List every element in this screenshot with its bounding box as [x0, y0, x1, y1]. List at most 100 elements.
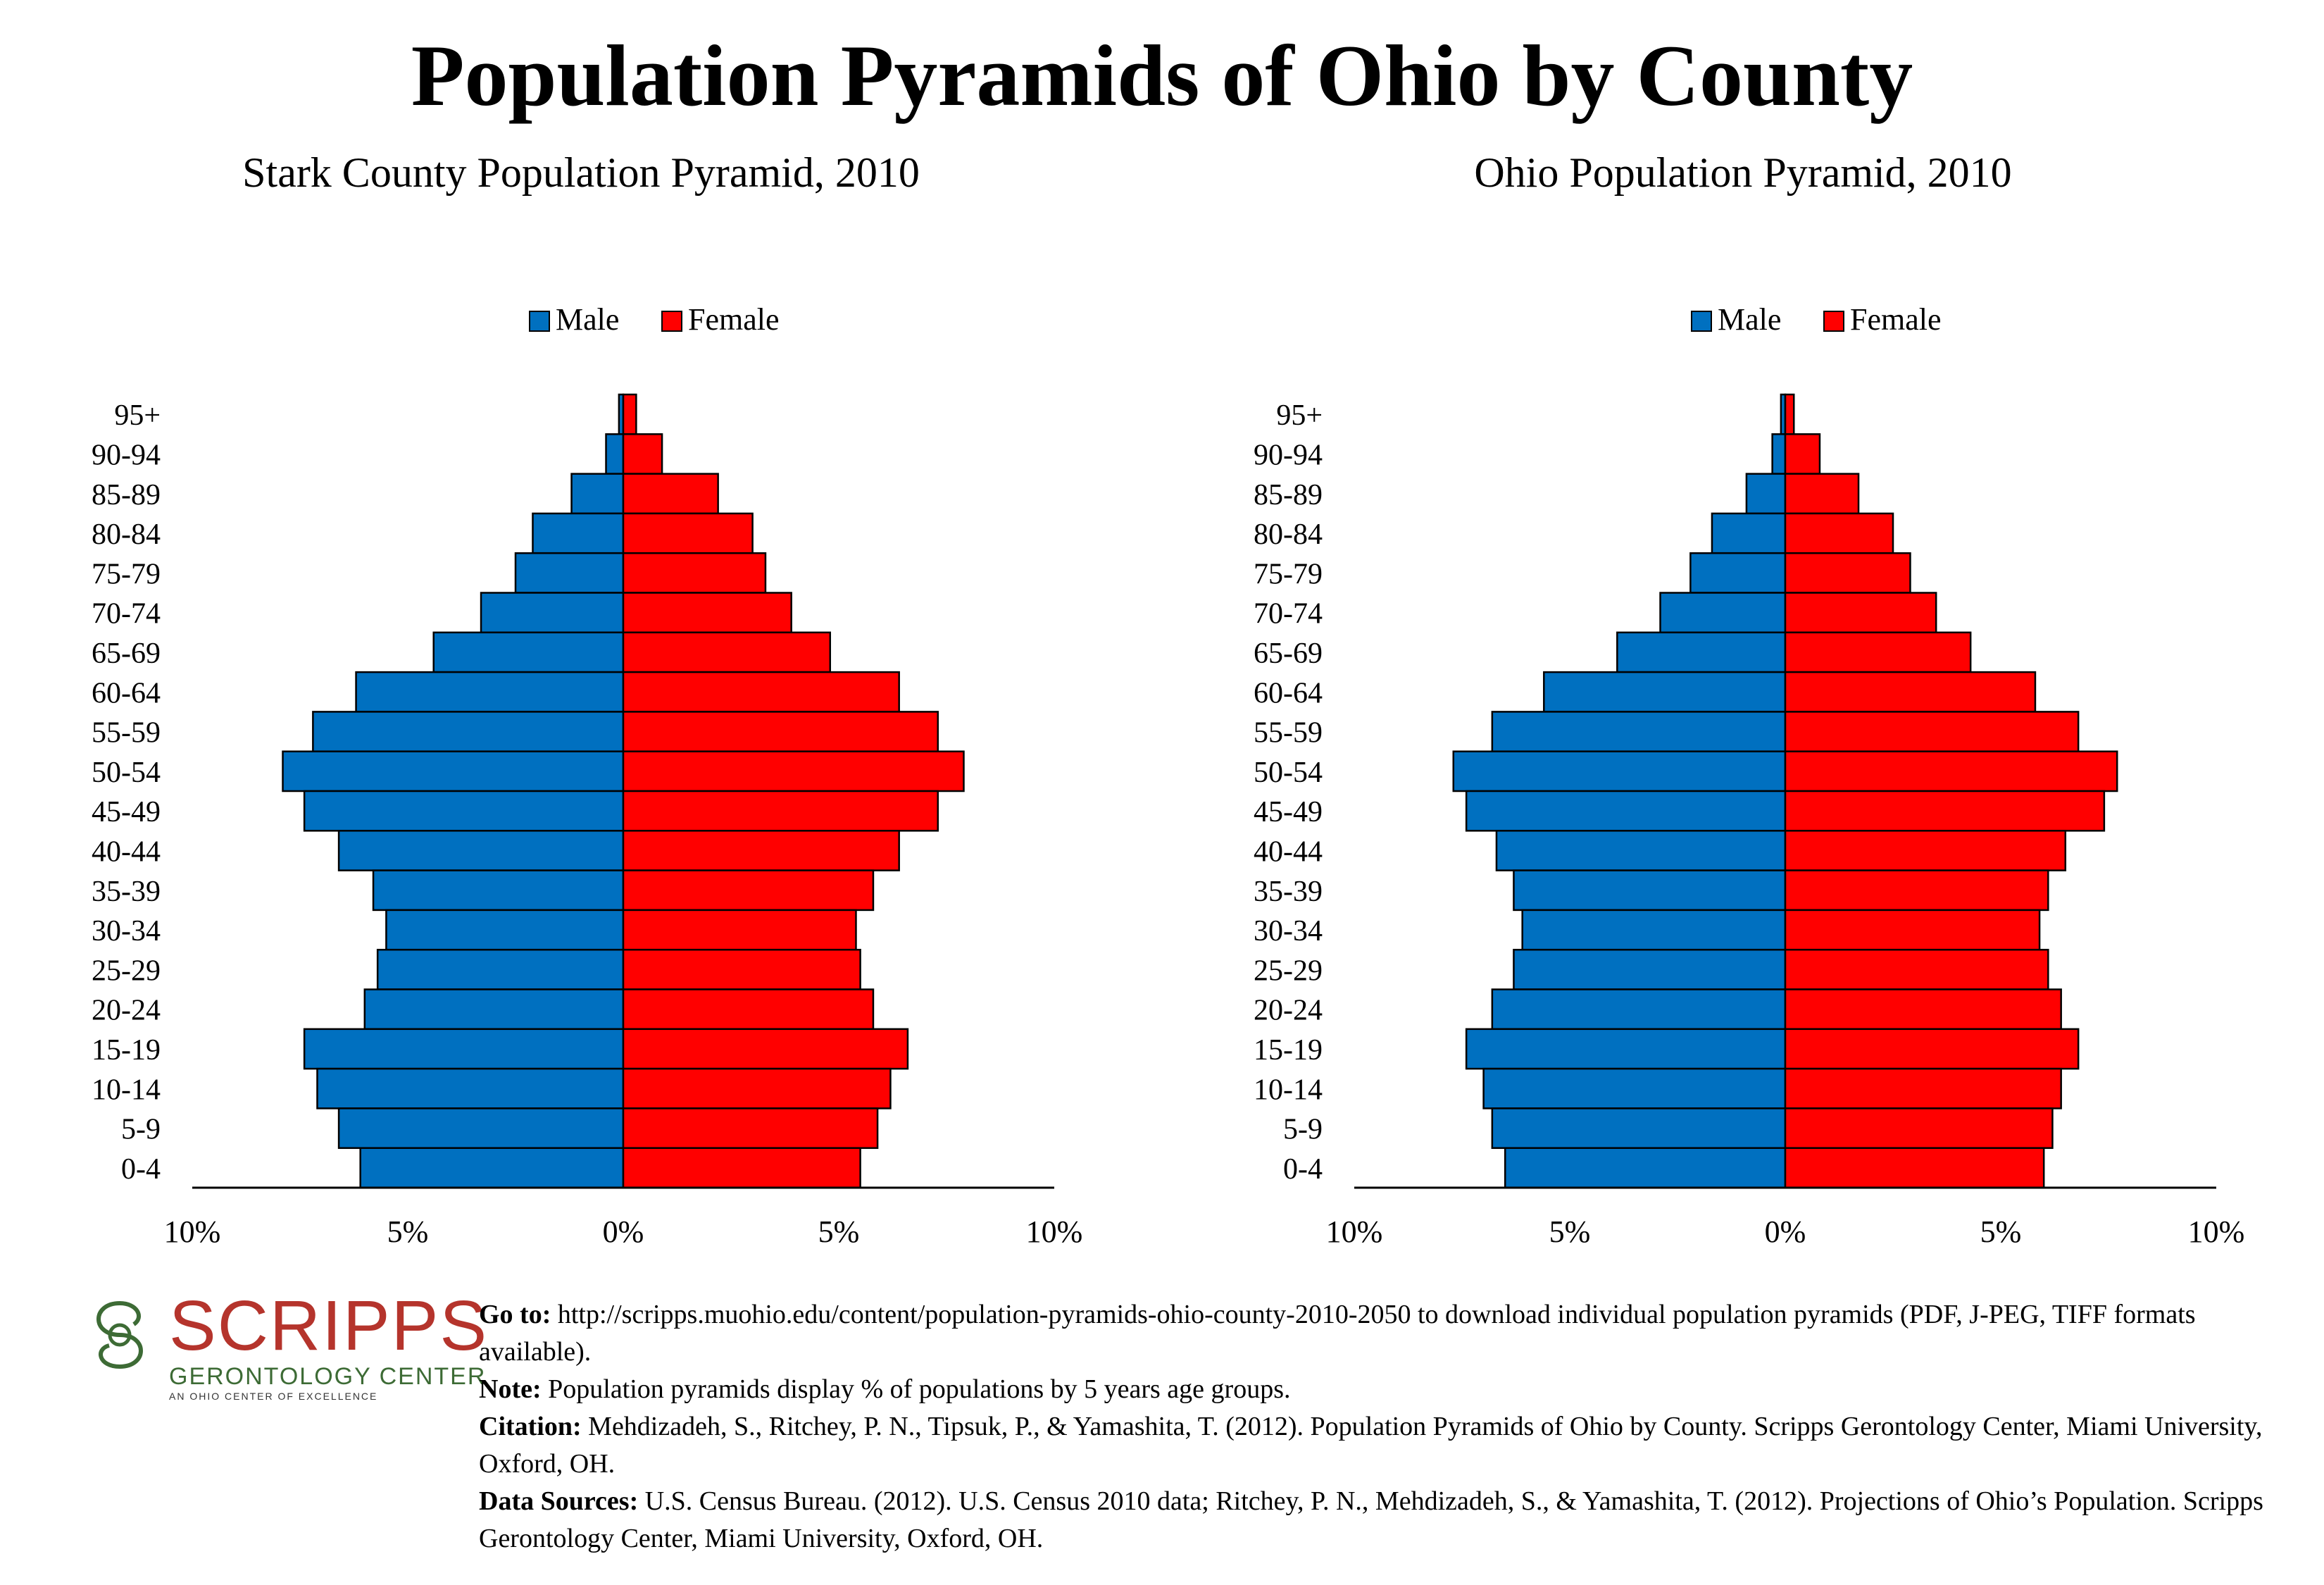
- ohio-female-bar: [1784, 711, 2080, 752]
- ohio-male-bar: [1513, 948, 1787, 990]
- ohio-age-label: 60-64: [1254, 677, 1323, 709]
- stark-female-bar: [622, 552, 767, 594]
- ohio-female-bar: [1784, 631, 1972, 673]
- stark-male-bar: [514, 552, 625, 594]
- stark-age-label: 40-44: [92, 835, 161, 868]
- citation-note: Citation: Mehdizadeh, S., Ritchey, P. N.…: [479, 1408, 2310, 1483]
- ohio-male-bar: [1452, 750, 1787, 792]
- ohio-male-bar: [1482, 1067, 1787, 1110]
- ohio-age-label: 0-4: [1283, 1153, 1323, 1186]
- stark-female-bar: [622, 948, 861, 990]
- sources-text: U.S. Census Bureau. (2012). U.S. Census …: [479, 1486, 2263, 1553]
- ohio-age-label: 30-34: [1254, 915, 1323, 947]
- ohio-x-tick-label: 5%: [1980, 1214, 2022, 1249]
- stark-male-bar: [363, 988, 625, 1031]
- ohio-female-bar: [1784, 512, 1894, 554]
- stark-female-bar: [622, 790, 939, 832]
- stark-male-bar: [303, 1028, 625, 1070]
- logo-tagline: AN OHIO CENTER OF EXCELLENCE: [169, 1391, 378, 1402]
- stark-age-label: 30-34: [92, 915, 161, 947]
- stark-age-label: 65-69: [92, 638, 161, 670]
- ohio-female-bar: [1784, 790, 2106, 832]
- stark-female-bar: [622, 711, 939, 752]
- stark-x-tick-label: 10%: [164, 1214, 221, 1249]
- stark-legend-male-swatch: [529, 311, 550, 332]
- stark-age-label: 75-79: [92, 558, 161, 590]
- ohio-female-bar: [1784, 1107, 2054, 1149]
- stark-female-bar: [622, 830, 900, 871]
- stark-age-label: 55-59: [92, 717, 161, 750]
- stark-age-label: 50-54: [92, 757, 161, 789]
- stark-age-label: 20-24: [92, 995, 161, 1027]
- ohio-age-label: 35-39: [1254, 876, 1323, 908]
- note-label: Note:: [479, 1374, 542, 1404]
- note-text: Population pyramids display % of populat…: [548, 1374, 1291, 1404]
- ohio-male-bar: [1491, 988, 1787, 1031]
- scripps-swirl-icon: [96, 1301, 143, 1369]
- ohio-male-bar: [1711, 512, 1787, 554]
- citation-label: Citation:: [479, 1412, 582, 1441]
- stark-age-label: 45-49: [92, 796, 161, 828]
- ohio-x-tick-label: 0%: [1765, 1214, 1806, 1249]
- ohio-age-label: 55-59: [1254, 717, 1323, 750]
- ohio-male-bar: [1491, 711, 1787, 752]
- stark-age-label: 95+: [114, 399, 161, 432]
- stark-female-bar: [622, 1067, 892, 1110]
- ohio-age-label: 45-49: [1254, 796, 1323, 828]
- ohio-male-bar: [1491, 1107, 1787, 1149]
- stark-x-tick-label: 0%: [603, 1214, 644, 1249]
- stark-female-bar: [622, 671, 900, 713]
- ohio-age-label: 65-69: [1254, 638, 1323, 670]
- stark-female-bar: [622, 988, 875, 1031]
- stark-county-pyramid-chart: Stark County Population Pyramid, 2010 Mal…: [92, 149, 1082, 1249]
- ohio-legend-female-swatch: [1823, 311, 1844, 332]
- ohio-x-tick-label: 10%: [2188, 1214, 2245, 1249]
- stark-x-tick-label: 5%: [387, 1214, 429, 1249]
- ohio-male-bar: [1465, 1028, 1787, 1070]
- ohio-chart-title: Ohio Population Pyramid, 2010: [1474, 149, 2011, 196]
- ohio-female-bar: [1784, 671, 2037, 713]
- stark-female-bar: [622, 592, 792, 634]
- stark-age-label: 60-64: [92, 677, 161, 709]
- stark-female-bar: [622, 473, 719, 515]
- sources-note: Data Sources: U.S. Census Bureau. (2012)…: [479, 1483, 2310, 1558]
- stark-female-bar: [622, 512, 754, 554]
- ohio-male-bar: [1521, 909, 1787, 951]
- ohio-age-label: 90-94: [1254, 439, 1323, 471]
- stark-male-bar: [570, 473, 625, 515]
- ohio-age-label: 75-79: [1254, 558, 1323, 590]
- ohio-age-label: 15-19: [1254, 1034, 1323, 1067]
- stark-legend-female-swatch: [661, 311, 682, 332]
- stark-male-bar: [316, 1067, 625, 1110]
- goto-note: Go to: http://scripps.muohio.edu/content…: [479, 1296, 2310, 1371]
- ohio-female-bar: [1784, 393, 1795, 435]
- note-line: Note: Population pyramids display % of p…: [479, 1371, 2310, 1408]
- ohio-female-bar: [1784, 948, 2049, 990]
- stark-male-bar: [337, 1107, 625, 1149]
- ohio-female-bar: [1784, 1028, 2080, 1070]
- stark-legend-male-label: Male: [556, 302, 619, 337]
- stark-male-bar: [282, 750, 625, 792]
- ohio-female-bar: [1784, 473, 1860, 515]
- stark-female-bar: [622, 1147, 861, 1189]
- stark-male-bar: [385, 909, 625, 951]
- ohio-male-bar: [1616, 631, 1787, 673]
- ohio-age-label: 80-84: [1254, 518, 1323, 551]
- stark-male-bar: [337, 830, 625, 871]
- ohio-female-bar: [1784, 1067, 2062, 1110]
- ohio-age-label: 20-24: [1254, 995, 1323, 1027]
- stark-age-label: 35-39: [92, 876, 161, 908]
- ohio-age-label: 95+: [1276, 399, 1323, 432]
- ohio-male-bar: [1465, 790, 1787, 832]
- stark-female-bar: [622, 750, 965, 792]
- stark-age-label: 90-94: [92, 439, 161, 471]
- stark-age-label: 10-14: [92, 1074, 161, 1106]
- ohio-male-bar: [1543, 671, 1787, 713]
- ohio-male-bar: [1504, 1147, 1787, 1189]
- ohio-legend-male-swatch: [1691, 311, 1712, 332]
- stark-male-bar: [303, 790, 625, 832]
- ohio-male-bar: [1745, 473, 1787, 515]
- ohio-male-bar: [1771, 433, 1787, 475]
- sources-label: Data Sources:: [479, 1486, 639, 1516]
- ohio-age-label: 85-89: [1254, 479, 1323, 511]
